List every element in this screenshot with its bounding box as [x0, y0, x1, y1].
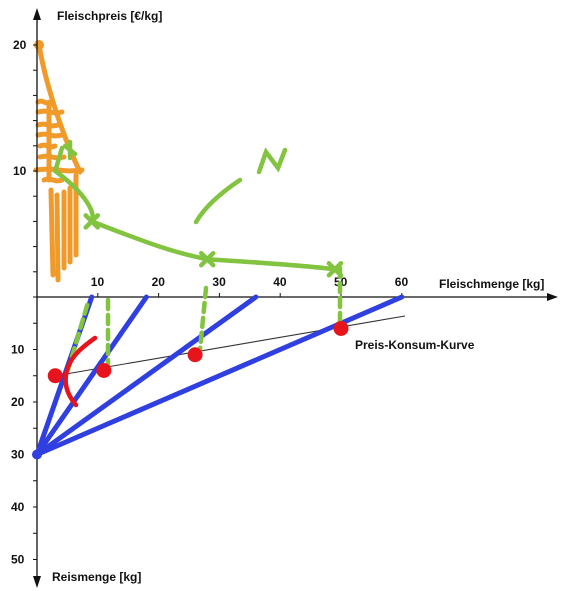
- optimum-point-2: [96, 363, 112, 378]
- axes: [33, 8, 558, 588]
- budget-line-2: [34, 294, 149, 457]
- x-axis-arrow: [547, 293, 558, 301]
- price-tick-label: 20: [13, 38, 27, 52]
- budget-origin-dot: [32, 449, 42, 460]
- x-axis-label-meat: Fleischmenge [kg]: [439, 277, 544, 291]
- budget-line-3: [34, 294, 259, 457]
- demand-connector-1: [65, 302, 90, 373]
- orange-scribble-area: [33, 40, 85, 283]
- optimum-point-3: [187, 347, 203, 363]
- meat-tick-label: 10: [91, 275, 105, 289]
- labels: Fleischpreis [€/kg] Fleischmenge [kg] Re…: [52, 9, 544, 584]
- meat-tick-label: 20: [152, 275, 166, 289]
- demand-curve: [52, 145, 338, 272]
- y-axis-arrow-down: [33, 576, 41, 588]
- demand-curve-sketch: [52, 139, 344, 373]
- orange-hatch-vertical: [54, 192, 61, 283]
- y-axis-arrow-up: [33, 8, 41, 20]
- price-consumption-curve-label: Preis-Konsum-Kurve: [355, 338, 475, 352]
- orange-hatch: [33, 166, 85, 174]
- optimum-point-1: [47, 368, 63, 384]
- demand-x-mark-1: [83, 213, 100, 230]
- rice-tick-label: 30: [11, 448, 25, 462]
- n-scribble: [256, 147, 288, 175]
- orange-hatch-vertical: [48, 187, 56, 278]
- orange-hatch: [35, 98, 53, 106]
- rice-tick-label: 10: [11, 343, 25, 357]
- budget-lines: [32, 294, 405, 460]
- rice-tick-label: 50: [11, 553, 25, 567]
- orange-curve: [36, 42, 83, 175]
- demand-x-mark-top: [62, 139, 78, 161]
- price-tick-label: 10: [13, 164, 27, 178]
- optimum-marks: [47, 321, 349, 408]
- optimum-hand-curve: [63, 335, 98, 408]
- meat-tick-label: 40: [273, 275, 287, 289]
- y-axis-label-rice: Reismenge [kg]: [52, 570, 141, 584]
- orange-hatch: [41, 176, 65, 184]
- y-axis-label-price: Fleischpreis [€/kg]: [57, 9, 162, 23]
- demand-connector-3: [197, 285, 209, 353]
- optimum-point-4: [333, 321, 349, 336]
- meat-tick-label: 60: [395, 275, 409, 289]
- rice-tick-label: 20: [11, 395, 25, 409]
- demand-x-mark-2: [198, 250, 216, 268]
- meat-tick-label: 30: [212, 275, 226, 289]
- rice-tick-label: 40: [11, 500, 25, 514]
- n-scribble-stroke: [193, 177, 243, 225]
